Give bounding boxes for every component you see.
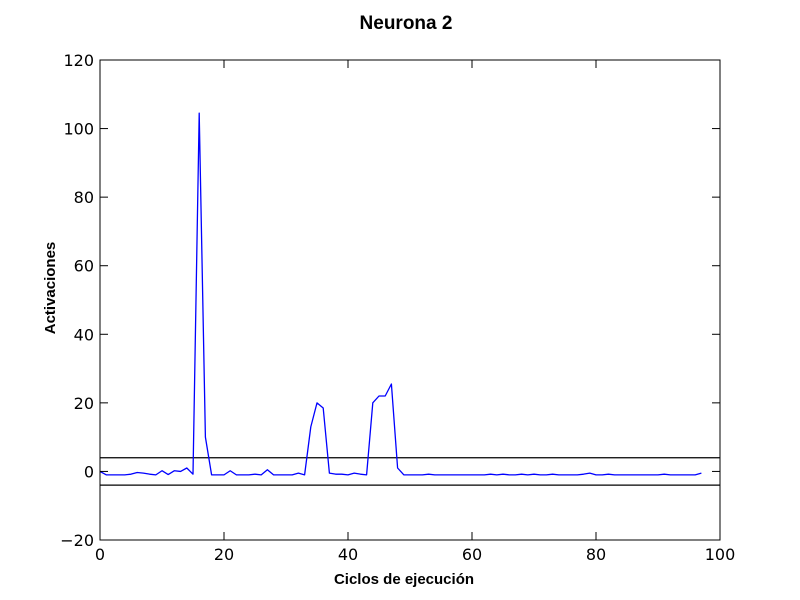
y-tick-label: 60 — [74, 257, 94, 276]
plot-frame — [99, 59, 721, 541]
x-tick-label: 80 — [586, 545, 606, 564]
x-tick-label: 0 — [95, 545, 105, 564]
y-tick-label: 20 — [74, 394, 94, 413]
y-tick-label: 80 — [74, 188, 94, 207]
chart-title: Neurona 2 — [360, 13, 453, 34]
series-line-1 — [99, 112, 702, 476]
y-tick-label: 100 — [63, 120, 94, 139]
y-axis-label: Activaciones — [42, 242, 59, 335]
y-tick-label: 40 — [74, 325, 94, 344]
x-tick-label: 60 — [462, 545, 482, 564]
x-tick-label: 40 — [338, 545, 358, 564]
y-tick-label: 120 — [63, 51, 94, 70]
x-tick-label: 20 — [214, 545, 234, 564]
y-tick-label: 0 — [84, 462, 94, 481]
y-tick-label: −20 — [60, 531, 94, 550]
x-axis-label: Ciclos de ejecución — [334, 571, 474, 588]
x-tick-label: 100 — [705, 545, 736, 564]
